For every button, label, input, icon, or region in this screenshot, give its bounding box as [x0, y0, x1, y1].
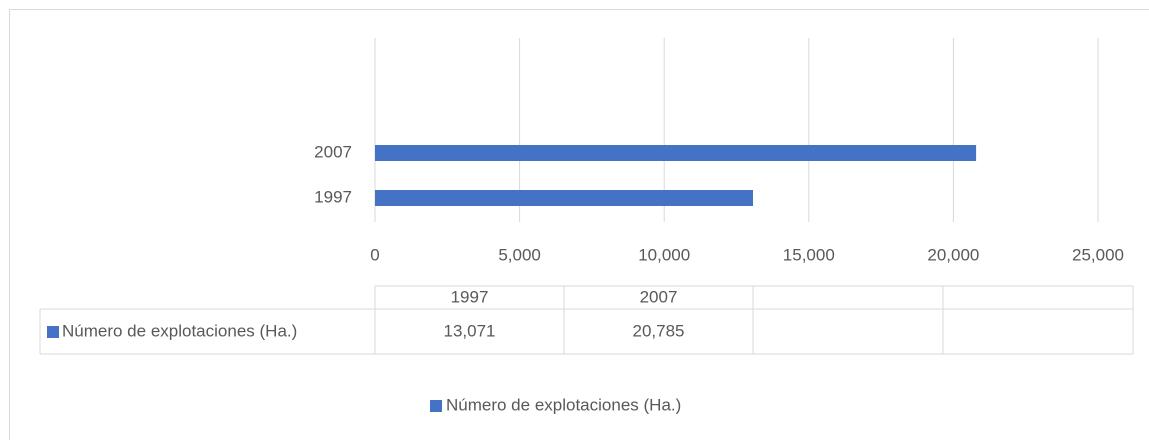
table-cell: 13,071 — [444, 321, 496, 340]
x-tick-label: 20,000 — [927, 245, 979, 264]
x-tick-label: 15,000 — [783, 245, 835, 264]
x-tick-label: 10,000 — [638, 245, 690, 264]
table-legend-key — [47, 326, 59, 338]
table-cell: 20,785 — [633, 321, 685, 340]
legend-label: Número de explotaciones (Ha.) — [446, 395, 681, 414]
y-tick-label: 1997 — [314, 187, 352, 206]
bar — [375, 190, 754, 206]
x-tick-label: 5,000 — [498, 245, 541, 264]
table-header: 1997 — [451, 287, 489, 306]
legend-swatch — [430, 400, 442, 412]
x-tick-label: 0 — [370, 245, 379, 264]
bar — [375, 145, 977, 161]
y-tick-label: 2007 — [314, 142, 352, 161]
table-row-header: Número de explotaciones (Ha.) — [62, 321, 297, 340]
x-tick-label: 25,000 — [1072, 245, 1124, 264]
table-header: 2007 — [640, 287, 678, 306]
